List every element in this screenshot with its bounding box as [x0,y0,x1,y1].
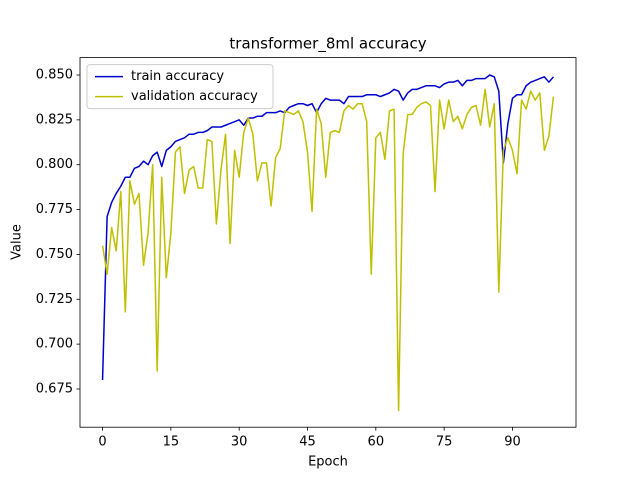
x-tick-label: 45 [299,435,316,450]
y-tick-label: 0.725 [36,292,73,307]
legend-label: validation accuracy [131,89,258,104]
y-tick-label: 0.700 [36,337,73,352]
x-tick-label: 90 [504,435,521,450]
x-tick-label: 60 [368,435,385,450]
y-tick-label: 0.750 [36,247,73,262]
series-line [101,88,555,412]
plot-frame [79,57,577,428]
y-tick-label: 0.850 [36,68,73,83]
y-tick-label: 0.825 [36,112,73,127]
x-tick-label: 15 [163,435,180,450]
x-tick-label: 75 [436,435,453,450]
x-tick-label: 0 [98,435,106,450]
y-tick-label: 0.775 [36,202,73,217]
y-tick-label: 0.675 [36,381,73,396]
y-tick-label: 0.800 [36,157,73,172]
legend-label: train accuracy [131,69,224,84]
series-line [101,74,555,381]
legend-box [86,64,274,110]
chart-title: transformer_8ml accuracy [229,35,426,54]
x-axis-label: Epoch [308,455,348,470]
x-tick-label: 30 [231,435,248,450]
y-axis-label: Value [10,224,25,260]
